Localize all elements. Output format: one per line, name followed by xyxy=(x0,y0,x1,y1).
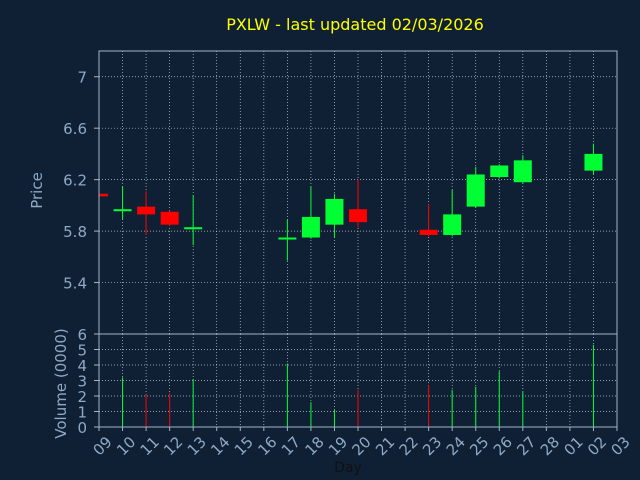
candle-body xyxy=(137,206,156,215)
chart-title: PXLW - last updated 02/03/2026 xyxy=(226,15,484,34)
x-tick-label: 14 xyxy=(207,433,233,459)
volume-tick-label: 2 xyxy=(77,388,87,406)
x-tick-label: 11 xyxy=(137,433,163,459)
x-tick-label: 10 xyxy=(113,433,139,459)
candle-body xyxy=(443,214,462,235)
volume-bars xyxy=(122,344,594,427)
candle-body xyxy=(99,193,108,197)
x-tick-label: 24 xyxy=(443,433,469,459)
candle-body xyxy=(584,153,603,171)
candle-body xyxy=(419,229,438,235)
x-tick-label: 17 xyxy=(278,433,304,459)
price-axis-label: Price xyxy=(28,172,46,209)
x-tick-label: 26 xyxy=(490,433,516,459)
candle-body xyxy=(349,209,367,223)
price-tick-label: 5.4 xyxy=(63,275,87,293)
x-axis-label: Day xyxy=(334,460,362,476)
x-tick-label: 13 xyxy=(184,433,210,459)
candle-body xyxy=(113,209,132,212)
volume-tick-label: 1 xyxy=(77,404,87,422)
candle-body xyxy=(278,237,297,240)
price-tick-label: 7 xyxy=(77,69,87,87)
candle-body xyxy=(513,160,532,183)
candle-body xyxy=(466,174,485,207)
volume-tick-label: 6 xyxy=(77,326,87,344)
x-tick-label: 12 xyxy=(160,433,186,459)
volume-axis-label: Volume (0000) xyxy=(52,328,70,438)
x-tick-label: 28 xyxy=(537,433,563,459)
price-tick-label: 6.2 xyxy=(63,172,87,190)
candles xyxy=(98,143,603,261)
volume-tick-label: 4 xyxy=(77,357,87,375)
x-tick-label: 16 xyxy=(254,433,280,459)
x-tick-label: 25 xyxy=(466,433,492,459)
x-tick-label: 02 xyxy=(584,433,610,459)
x-tick-label: 20 xyxy=(349,433,375,459)
x-tick-label: 23 xyxy=(419,433,445,459)
volume-tick-label: 3 xyxy=(77,373,87,391)
x-tick-label: 18 xyxy=(301,433,327,459)
candle-body xyxy=(490,165,509,178)
x-tick-label: 22 xyxy=(396,433,422,459)
price-tick-label: 5.8 xyxy=(63,223,87,241)
x-tick-label: 09 xyxy=(90,433,116,459)
candle-body xyxy=(184,227,203,230)
x-tick-label: 01 xyxy=(560,433,586,459)
x-tick-label: 15 xyxy=(231,433,257,459)
x-tick-label: 03 xyxy=(608,433,634,459)
x-tick-label: 19 xyxy=(325,433,351,459)
candle-body xyxy=(301,216,320,238)
candle-body xyxy=(325,198,344,225)
volume-tick-label: 5 xyxy=(77,342,87,360)
volume-panel-frame xyxy=(98,333,618,428)
price-tick-labels: 5.4 5.8 6.2 6.6 7 xyxy=(63,69,99,293)
volume-tick-label: 0 xyxy=(77,419,87,437)
x-tick-label: 27 xyxy=(513,433,539,459)
price-tick-label: 6.6 xyxy=(63,120,87,138)
x-tick-label: 21 xyxy=(372,433,398,459)
x-tick-labels: 0910111213141516171819202122232425262728… xyxy=(90,427,634,459)
candle-body xyxy=(160,211,179,225)
